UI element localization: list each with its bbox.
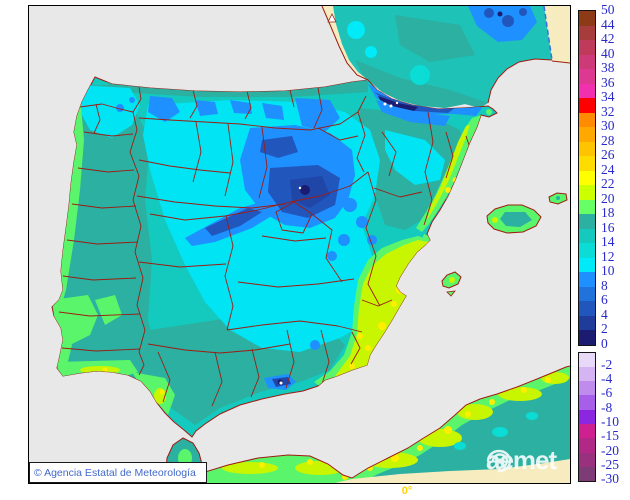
legend-label: 4 [601, 306, 608, 322]
legend-label: 16 [601, 219, 615, 235]
legend-label: 28 [601, 132, 615, 148]
legend-color-swatch [579, 40, 595, 55]
legend-color-swatch [579, 228, 595, 243]
legend-label: 18 [601, 205, 615, 220]
formentera [446, 290, 456, 297]
legend-label: 50 [601, 2, 615, 17]
legend-color-swatch [579, 141, 595, 156]
legend-label: -8 [601, 399, 613, 415]
legend-label: 44 [601, 16, 615, 32]
legend-color-swatch [579, 25, 595, 40]
legend-label: 12 [601, 248, 615, 264]
legend-color-swatch [579, 156, 595, 171]
legend-label: 40 [601, 45, 615, 61]
copyright-box: © Agencia Estatal de Meteorología [29, 462, 207, 483]
no-data-land-france-east [544, 6, 570, 63]
legend-color-swatch [579, 83, 595, 98]
france-data-region [321, 6, 570, 108]
legend-color-swatch [579, 112, 595, 127]
copyright-text: © Agencia Estatal de Meteorología [34, 466, 196, 479]
no-data-land-france-west [322, 6, 368, 80]
legend-color-swatch [579, 286, 595, 301]
legend-color-swatch [579, 98, 595, 113]
legend-label: -6 [601, 385, 613, 401]
legend-label: 26 [601, 147, 615, 162]
legend-label: 2 [601, 321, 608, 336]
legend-label: 10 [601, 263, 615, 278]
legend-label: 6 [601, 292, 608, 307]
legend-color-swatch [579, 69, 595, 84]
legend-color-swatch [579, 185, 595, 200]
legend-label: 22 [601, 176, 615, 191]
summit-marker [327, 13, 337, 23]
legend-color-swatch [579, 199, 595, 214]
scale-bar [578, 10, 596, 346]
legend-color-swatch [579, 452, 595, 467]
legend-label: 38 [601, 60, 615, 75]
legend-color-swatch [579, 395, 595, 410]
legend-label: 20 [601, 190, 615, 206]
meridian-label: 0° [401, 485, 413, 497]
legend-label: 0 [601, 335, 608, 351]
legend-label: -15 [601, 428, 619, 444]
domain-edge-line [543, 6, 553, 61]
temperature-scale: 50 44 42 40 38 36 34 32 30 28 26 24 22 20 18 16 14 12 10 8 6… [577, 0, 630, 500]
legend-color-swatch [579, 257, 595, 272]
iberia-region [51, 76, 498, 438]
legend-label: 8 [601, 277, 608, 293]
legend-color-swatch [579, 330, 595, 345]
legend-label: -4 [601, 371, 613, 387]
legend-color-swatch [579, 352, 595, 367]
legend-color-swatch [579, 127, 595, 142]
legend-label: 14 [601, 234, 615, 249]
legend-label: 34 [601, 89, 615, 104]
legend-label: -25 [601, 456, 619, 472]
legend-label: -10 [601, 414, 619, 429]
legend-color-swatch [579, 214, 595, 229]
legend-color-swatch [579, 272, 595, 287]
legend-label: 32 [601, 103, 615, 119]
legend-color-swatch [579, 381, 595, 396]
legend-label: -2 [601, 356, 613, 372]
legend-color-swatch [579, 438, 595, 453]
legend-color-swatch [579, 54, 595, 69]
legend-color-swatch [579, 366, 595, 382]
legend-color-swatch [579, 170, 595, 185]
legend-label: 36 [601, 74, 615, 90]
legend-color-swatch [579, 243, 595, 258]
scale-bar [578, 351, 596, 483]
legend-color-swatch [579, 423, 595, 439]
legend-color-swatch [579, 466, 595, 482]
province-borders [58, 86, 473, 407]
legend-color-swatch [579, 409, 595, 424]
legend-label: 30 [601, 118, 615, 133]
legend-label: -20 [601, 442, 619, 458]
legend-label: 24 [601, 161, 615, 177]
balearic-islands [441, 192, 568, 297]
legend-color-swatch [579, 315, 595, 330]
no-data-land-africa [335, 459, 570, 483]
legend-color-swatch [579, 301, 595, 316]
legend-label: -30 [601, 471, 619, 487]
map-frame [28, 5, 571, 484]
legend-label: 42 [601, 31, 615, 46]
legend-color-swatch [579, 11, 595, 26]
